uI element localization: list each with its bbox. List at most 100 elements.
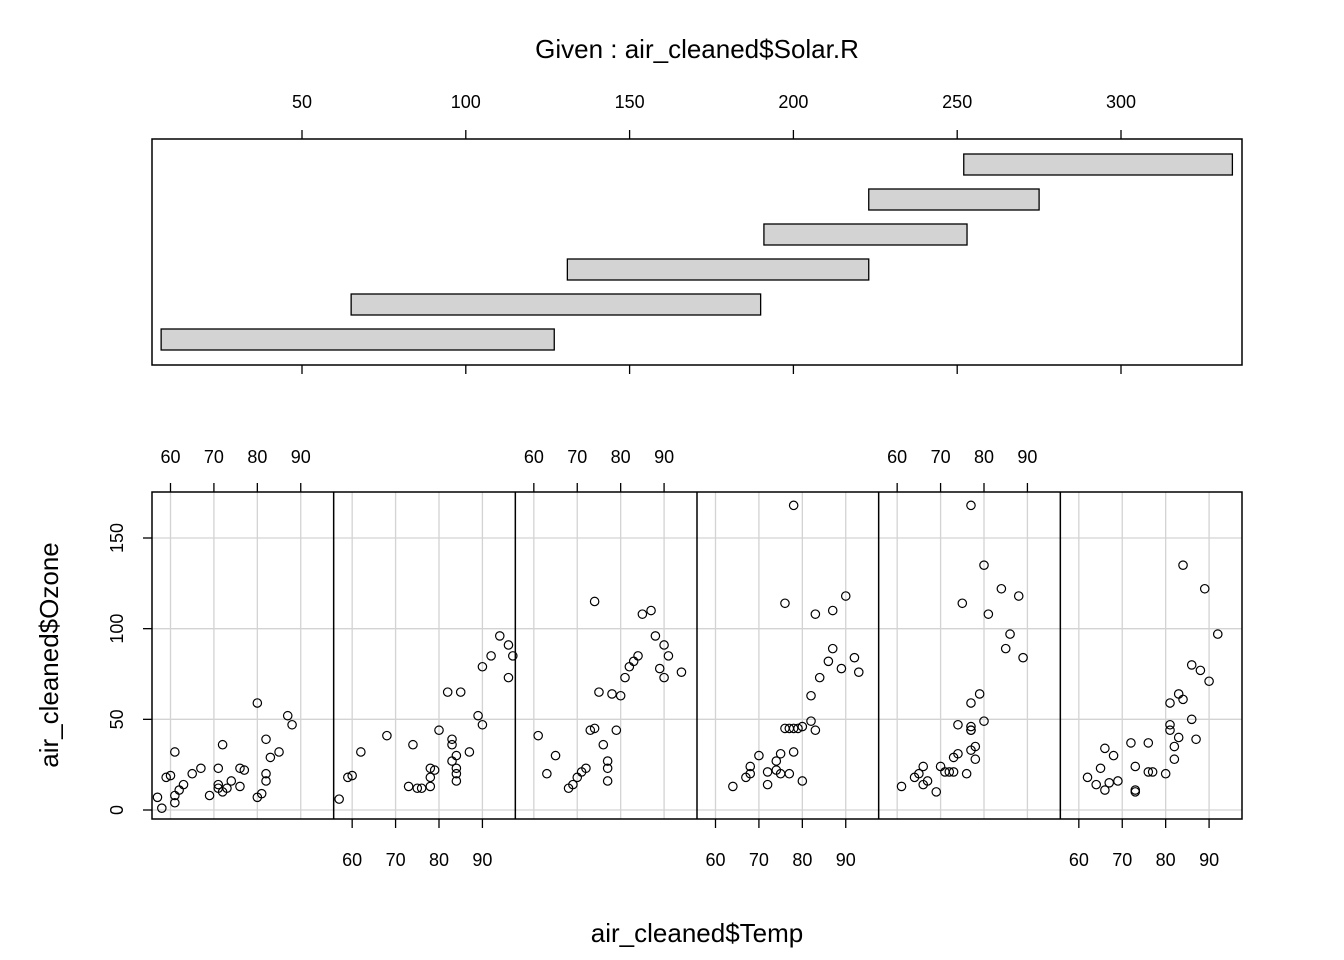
data-point <box>944 767 955 777</box>
data-point <box>810 725 821 736</box>
data-point <box>1100 743 1110 754</box>
data-point <box>425 763 436 774</box>
data-point <box>806 716 816 726</box>
data-point <box>771 756 782 766</box>
data-point <box>356 747 366 757</box>
data-point <box>170 790 180 801</box>
data-point <box>1195 665 1206 676</box>
data-point <box>793 723 803 734</box>
data-point <box>442 687 453 697</box>
data-point <box>581 763 591 774</box>
data-point <box>607 689 617 699</box>
data-point <box>1173 732 1184 743</box>
scatter-panel: 60 70 80 90 <box>1059 492 1242 870</box>
data-point <box>1082 772 1093 783</box>
scatter-panel: 60 70 80 90 <box>152 447 334 819</box>
data-point <box>788 723 799 734</box>
data-point <box>654 663 665 674</box>
x-tick-label: 70 <box>204 447 224 467</box>
scatter-panels: 60 70 80 90 60 70 80 90 60 70 80 90 60 70 80 90 60 70 80 90… <box>107 447 1243 870</box>
x-tick-label: 60 <box>342 850 362 870</box>
data-point <box>1100 785 1110 795</box>
data-point <box>788 500 799 511</box>
data-point <box>1199 583 1210 594</box>
data-point <box>806 690 816 701</box>
data-point <box>1191 734 1201 745</box>
given-top-tick-label: 300 <box>1106 92 1136 112</box>
data-point <box>1000 643 1011 654</box>
data-point <box>503 672 514 683</box>
x-tick-label: 60 <box>160 447 180 467</box>
given-panel: 50 100 150 200 250 300 <box>151 92 1243 374</box>
data-point <box>931 787 942 797</box>
data-point <box>948 767 959 777</box>
data-point <box>637 609 648 619</box>
x-tick-label: 90 <box>291 447 311 467</box>
data-point <box>1130 785 1141 795</box>
x-tick-label: 70 <box>931 447 951 467</box>
data-point <box>594 687 604 697</box>
data-point <box>970 741 981 752</box>
data-point <box>1173 689 1184 699</box>
y-tick-label: 0 <box>107 805 127 815</box>
y-tick-label: 50 <box>107 709 127 729</box>
given-interval-bar <box>868 188 1040 211</box>
given-top-tick-label: 200 <box>778 92 808 112</box>
data-point <box>974 689 985 699</box>
data-point <box>996 583 1007 594</box>
data-point <box>274 747 284 757</box>
data-point <box>589 596 600 607</box>
data-point <box>598 739 609 750</box>
data-point <box>473 710 483 721</box>
x-tick-label: 90 <box>836 850 856 870</box>
data-point <box>585 725 596 736</box>
data-point <box>416 783 427 794</box>
data-point <box>745 768 756 779</box>
data-point <box>914 768 924 779</box>
data-point <box>922 776 933 786</box>
data-point <box>1091 779 1101 790</box>
given-title: Given : air_cleaned$Solar.R <box>535 34 859 64</box>
data-point <box>840 591 851 601</box>
data-point <box>762 767 773 777</box>
data-point <box>836 663 847 674</box>
data-point <box>343 772 353 783</box>
data-point <box>508 651 518 661</box>
data-point <box>1104 777 1115 788</box>
x-tick-label: 60 <box>705 850 725 870</box>
data-point <box>1108 750 1119 761</box>
data-point <box>620 672 630 683</box>
y-axis-label: air_cleaned$Ozone <box>34 542 64 768</box>
data-point <box>602 776 613 786</box>
data-point <box>451 750 462 761</box>
data-point <box>918 761 929 772</box>
data-point <box>235 763 245 774</box>
y-tick-label: 150 <box>107 523 127 553</box>
data-point <box>477 719 488 730</box>
data-point <box>464 747 475 757</box>
data-point <box>966 721 976 732</box>
data-point <box>659 640 669 650</box>
given-top-tick-label: 100 <box>451 92 481 112</box>
given-interval-bar <box>566 258 870 281</box>
data-point <box>797 721 808 732</box>
x-tick-label: 80 <box>611 447 631 467</box>
data-point <box>849 652 860 663</box>
data-point <box>187 768 198 779</box>
data-point <box>261 776 271 786</box>
data-point <box>961 768 972 779</box>
x-tick-label: 80 <box>792 850 812 870</box>
y-tick-label: 100 <box>107 614 127 644</box>
data-point <box>957 598 968 609</box>
data-point <box>762 779 773 790</box>
data-point <box>896 781 907 792</box>
data-point <box>659 672 669 683</box>
data-point <box>157 803 167 813</box>
data-point <box>447 739 457 750</box>
data-point <box>542 768 552 779</box>
data-point <box>650 631 661 641</box>
data-point <box>589 723 600 734</box>
data-point <box>429 765 440 775</box>
data-point <box>754 750 764 761</box>
data-point <box>252 792 263 803</box>
